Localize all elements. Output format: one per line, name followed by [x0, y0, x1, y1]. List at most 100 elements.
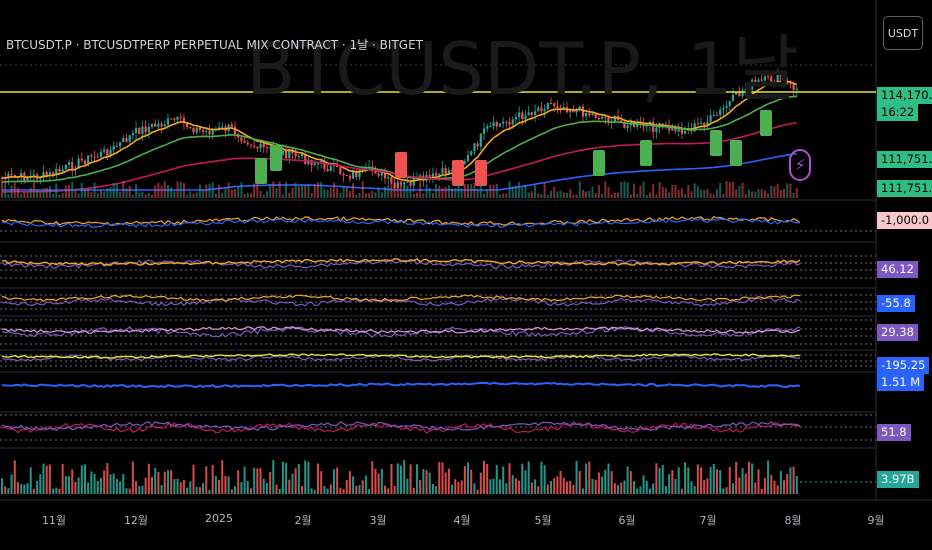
candle-body-149 — [476, 143, 479, 147]
price-volume-bar-27 — [87, 188, 90, 198]
volume-bar-172 — [550, 481, 553, 494]
volume-bar-158 — [505, 483, 508, 494]
price-volume-bar-46 — [147, 192, 150, 198]
volume-bar-120 — [384, 485, 387, 494]
candle-body-98 — [313, 163, 316, 166]
price-volume-bar-89 — [285, 182, 288, 198]
volume-bar-114 — [364, 475, 367, 494]
volume-bar-236 — [754, 482, 757, 494]
candle-body-64 — [205, 130, 208, 132]
candle-body-127 — [406, 181, 409, 183]
price-volume-bar-220 — [703, 189, 706, 198]
candle-body-45 — [144, 126, 147, 133]
candle-body-184 — [588, 113, 591, 116]
volume-bar-133 — [425, 470, 428, 494]
volume-bar-146 — [467, 462, 470, 494]
volume-bar-48 — [154, 467, 157, 494]
volume-bar-79 — [253, 467, 256, 494]
price-volume-bar-39 — [125, 188, 128, 198]
price-volume-bar-213 — [680, 188, 683, 198]
price-volume-bar-125 — [400, 181, 402, 198]
volume-bar-194 — [620, 482, 623, 494]
candle-body-22 — [71, 162, 74, 170]
volume-bar-13 — [42, 463, 45, 494]
volume-bar-116 — [371, 461, 374, 494]
candle-body-82 — [262, 143, 265, 148]
volume-bar-105 — [336, 467, 339, 494]
price-volume-bar-196 — [626, 182, 629, 198]
candle-body-47 — [150, 123, 154, 128]
candle-body-101 — [323, 161, 326, 169]
volume-bar-147 — [470, 469, 473, 494]
lightning-icon[interactable]: ⚡ — [789, 149, 811, 181]
volume-bar-226 — [722, 488, 725, 494]
volume-bar-140 — [447, 468, 450, 494]
candle-body-154 — [492, 122, 495, 127]
candle-body-30 — [96, 156, 99, 158]
osc-4-lilac — [2, 326, 801, 334]
price-volume-bar-168 — [537, 193, 540, 198]
obv-blue-line — [1, 381, 801, 389]
price-volume-bar-229 — [731, 181, 734, 198]
candle-body-247 — [789, 83, 792, 85]
price-volume-bar-95 — [304, 184, 307, 198]
candle-body-36 — [115, 145, 119, 147]
volume-bar-243 — [776, 485, 779, 494]
volume-bar-91 — [291, 473, 294, 494]
volume-bar-227 — [725, 487, 728, 494]
candle-body-214 — [683, 130, 687, 134]
osc-5-purple — [1, 354, 801, 362]
price-volume-bar-119 — [380, 192, 383, 198]
candle-body-230 — [735, 92, 738, 95]
time-label-feb: 2월 — [294, 514, 312, 527]
candle-body-90 — [288, 149, 291, 159]
buy-signal-5 — [730, 140, 742, 166]
currency-button[interactable]: USDT — [883, 16, 923, 50]
price-volume-bar-153 — [489, 184, 492, 198]
candle-body-27 — [87, 155, 90, 165]
candle-body-25 — [80, 158, 83, 161]
candle-body-241 — [770, 76, 773, 82]
price-volume-bar-65 — [208, 183, 211, 198]
candle-body-225 — [719, 109, 722, 116]
volume-bar-240 — [767, 460, 770, 494]
volume-bar-213 — [680, 488, 683, 494]
ema-orange-line — [1, 80, 798, 183]
price-volume-bar-212 — [677, 190, 680, 198]
price-volume-bar-113 — [361, 181, 364, 198]
volume-bar-204 — [652, 483, 655, 494]
candle-body-73 — [233, 126, 237, 135]
volume-bar-14 — [45, 465, 48, 494]
candle-body-123 — [393, 182, 396, 188]
price-volume-bar-45 — [144, 194, 147, 198]
volume-bar-9 — [29, 467, 32, 494]
price-volume-bar-173 — [553, 186, 556, 198]
volume-bar-53 — [170, 470, 173, 494]
candle-body-226 — [722, 107, 725, 110]
candle-body-31 — [99, 151, 103, 157]
candle-body-50 — [160, 123, 163, 127]
volume-bar-44 — [141, 485, 144, 494]
volume-bar-16 — [52, 488, 55, 494]
candle-body-6 — [20, 172, 23, 178]
volume-bar-12 — [39, 474, 42, 494]
volume-bar-52 — [166, 470, 169, 494]
price-volume-bar-132 — [422, 193, 425, 198]
time-label-dec: 12월 — [123, 514, 149, 527]
price-volume-bar-166 — [530, 191, 533, 198]
price-volume-bar-143 — [457, 181, 460, 198]
price-volume-bar-6 — [20, 193, 23, 198]
price-volume-bar-98 — [313, 183, 316, 198]
price-volume-bar-4 — [13, 182, 16, 198]
candle-body-51 — [163, 124, 166, 127]
osc-1-blue — [1, 217, 801, 228]
volume-bar-103 — [329, 484, 332, 494]
candle-body-94 — [300, 153, 304, 157]
volume-bar-207 — [661, 464, 664, 494]
price-volume-bar-116 — [371, 190, 374, 198]
price-volume-bar-240 — [767, 193, 770, 198]
symbol-title[interactable]: BTCUSDT.P · BTCUSDTPERP PERPETUAL MIX CO… — [6, 38, 423, 52]
volume-bar-163 — [521, 463, 524, 494]
volume-bar-201 — [642, 475, 645, 494]
